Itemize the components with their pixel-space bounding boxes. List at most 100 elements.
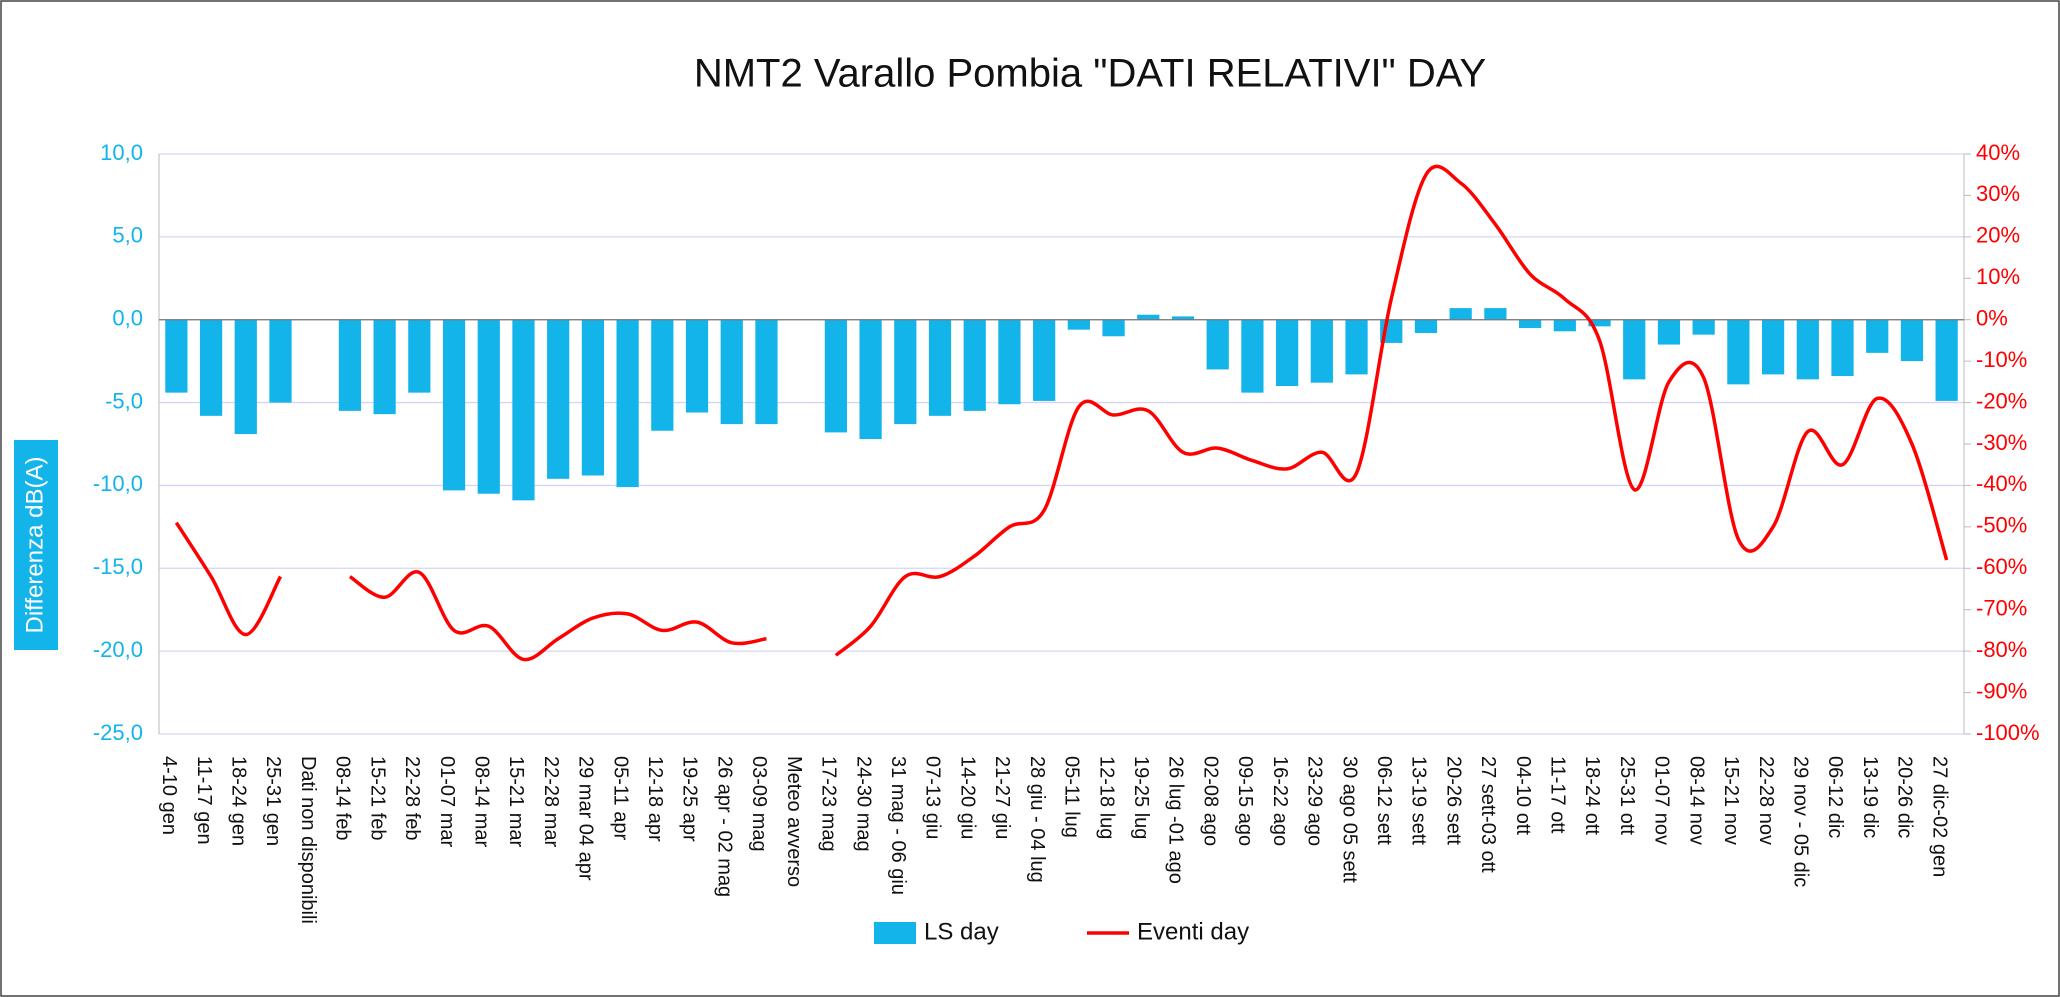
x-tick-label: 05-11 apr	[609, 756, 631, 840]
bar	[1137, 314, 1160, 320]
x-tick-label: 27 sett-03 ott	[1477, 756, 1499, 873]
x-tick-label: 13-19 sett	[1408, 756, 1430, 845]
bar	[894, 319, 917, 425]
bar	[720, 319, 743, 425]
x-tick-label: 12-18 lug	[1095, 756, 1117, 839]
bar	[234, 319, 257, 435]
x-tick-label: 28 giu - 04 lug	[1026, 756, 1048, 883]
bar	[512, 319, 535, 501]
bar	[1033, 319, 1056, 401]
x-tick-label: 11-17 gen	[193, 756, 215, 845]
bar	[1518, 319, 1542, 328]
bar	[1900, 319, 1924, 362]
x-tick-label: 20-26 dic	[1894, 756, 1916, 838]
x-tick-label: 11-17 ott	[1547, 756, 1569, 834]
bar	[1796, 319, 1819, 380]
x-tick-label: 01-07 nov	[1651, 756, 1673, 845]
x-tick-label: 19-25 apr	[679, 756, 701, 842]
bar	[998, 319, 1021, 405]
x-tick-label: 31 mag - 06 giu	[887, 756, 909, 895]
y-tick-label: -10,0	[93, 471, 143, 496]
x-tick-label: 09-15 ago	[1234, 756, 1256, 846]
x-tick-label: 26 lug -01 ago	[1165, 756, 1187, 884]
y-tick-label: -25,0	[93, 720, 143, 745]
y2-tick-label: 20%	[1976, 223, 2020, 248]
bar	[755, 319, 778, 425]
x-tick-label: 13-19 dic	[1859, 756, 1881, 838]
y2-tick-label: -70%	[1976, 596, 2027, 621]
y2-tick-label: -100%	[1976, 720, 2040, 745]
legend-swatch	[874, 922, 916, 944]
x-tick-label: 16-22 ago	[1269, 756, 1291, 846]
bar	[1727, 319, 1750, 385]
y-tick-label: -5,0	[105, 388, 143, 413]
bar	[859, 319, 882, 440]
x-tick-label: 01-07 mar	[436, 756, 458, 847]
bar	[1553, 319, 1576, 332]
bar	[963, 319, 986, 411]
bar	[1414, 319, 1438, 333]
bar	[1831, 319, 1854, 377]
bar	[1761, 319, 1785, 375]
x-tick-label: 25-31 gen	[262, 756, 284, 846]
x-tick-label: 05-11 lug	[1061, 756, 1083, 838]
bar	[1623, 319, 1646, 380]
x-tick-label: 30 ago 05 sett	[1338, 756, 1360, 883]
y2-tick-label: -50%	[1976, 513, 2027, 538]
x-tick-label: 15-21 mar	[505, 756, 527, 847]
x-tick-label: 29 mar 04 apr	[575, 756, 597, 881]
y2-tick-label: 30%	[1976, 181, 2020, 206]
x-tick-label: 22-28 mar	[540, 756, 562, 847]
y-axis-label: Differenza dB(A)	[21, 457, 48, 634]
y2-tick-label: -30%	[1976, 430, 2027, 455]
y2-tick-label: -40%	[1976, 471, 2027, 496]
x-tick-label: 07-13 giu	[922, 756, 944, 839]
x-tick-label: 06-12 sett	[1373, 756, 1395, 845]
y-tick-label: -20,0	[93, 637, 143, 662]
y2-tick-label: -20%	[1976, 388, 2027, 413]
bar	[442, 319, 466, 491]
bar	[1310, 319, 1333, 383]
x-tick-label: 23-29 ago	[1304, 756, 1326, 846]
y2-tick-label: -10%	[1976, 347, 2027, 372]
x-tick-label: 4-10 gen	[158, 756, 180, 835]
y-tick-label: 0,0	[112, 306, 143, 331]
x-tick-label: 14-20 giu	[956, 756, 978, 839]
x-tick-label: Dati non disponibili	[297, 756, 319, 924]
y2-tick-label: 10%	[1976, 264, 2020, 289]
x-tick-label: 08-14 nov	[1685, 756, 1707, 845]
x-tick-label: 04-10 ott	[1512, 756, 1534, 835]
legend-label: Eventi day	[1137, 918, 1249, 945]
x-tick-label: 15-21 feb	[366, 756, 388, 841]
bar	[928, 319, 952, 416]
bar	[1866, 319, 1889, 353]
bar	[581, 319, 605, 476]
bar	[1171, 316, 1195, 320]
x-tick-label: 15-21 nov	[1720, 756, 1742, 845]
bar	[1588, 319, 1611, 327]
x-tick-label: 22-28 nov	[1755, 756, 1777, 845]
bar	[408, 319, 431, 393]
bar	[1067, 319, 1090, 330]
bar	[1657, 319, 1681, 345]
bar	[165, 319, 188, 393]
bar	[1449, 308, 1472, 320]
y2-tick-label: 0%	[1976, 306, 2008, 331]
y-label-box	[14, 440, 58, 650]
x-tick-label: 22-28 feb	[401, 756, 423, 841]
y2-tick-label: 40%	[1976, 140, 2020, 165]
x-tick-label: 25-31 ott	[1616, 756, 1638, 835]
bar	[199, 319, 223, 416]
bar	[1345, 319, 1368, 375]
y-tick-label: -15,0	[93, 554, 143, 579]
bar	[616, 319, 639, 488]
bar	[651, 319, 674, 431]
bar	[824, 319, 847, 433]
bar	[685, 319, 709, 413]
x-tick-label: 08-14 mar	[470, 756, 492, 847]
x-tick-label: 17-23 mag	[818, 756, 840, 852]
x-tick-label: 18-24 ott	[1581, 756, 1603, 835]
y2-tick-label: -80%	[1976, 637, 2027, 662]
x-tick-label: 12-18 apr	[644, 756, 666, 842]
